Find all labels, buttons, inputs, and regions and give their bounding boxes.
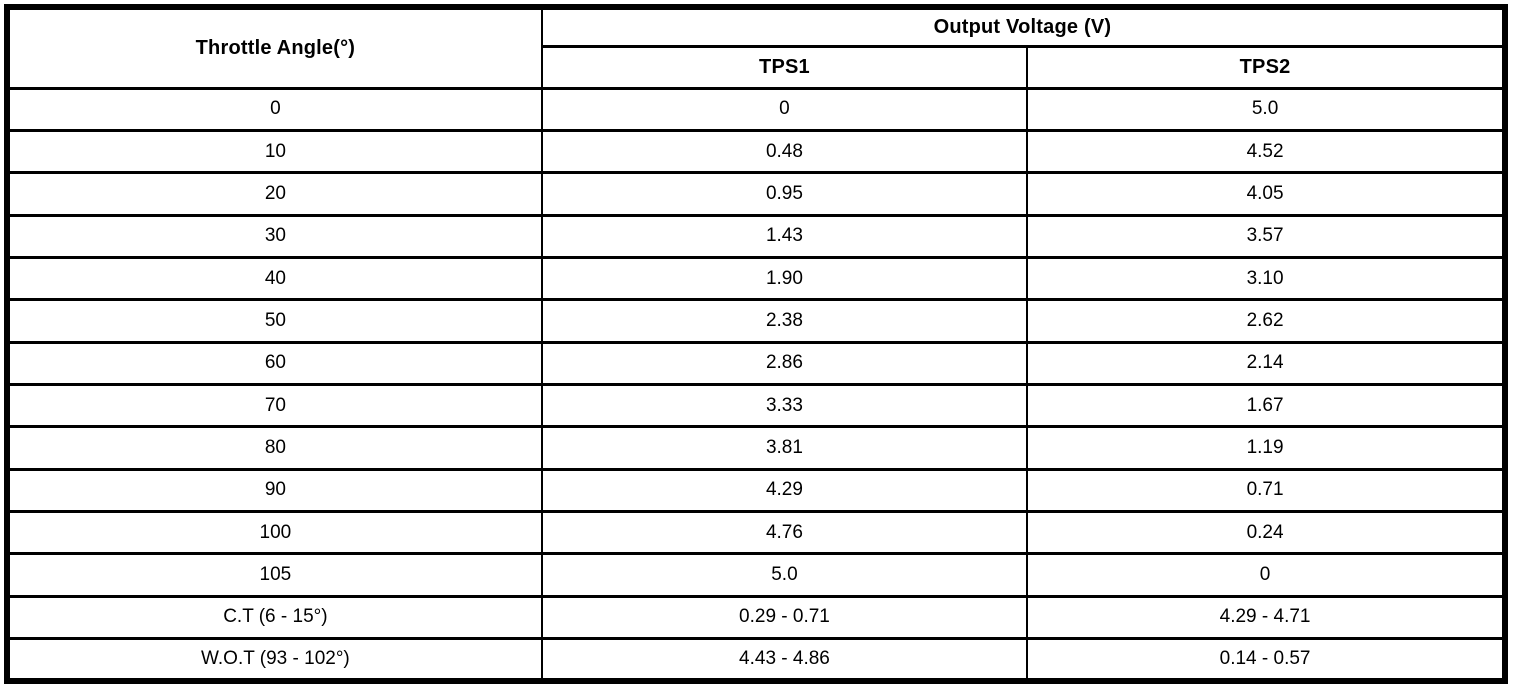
throttle-angle-cell: 100 [6,509,543,556]
tps2-cell: 3.10 [1026,255,1506,302]
tps2-cell: 4.05 [1026,171,1506,217]
tps2-cell: 0.24 [1026,509,1506,556]
tps1-cell: 0.48 [540,128,1029,175]
tps2-cell: 0.71 [1026,467,1506,513]
table-row: 30 1.43 3.57 [6,213,1506,259]
table-row: 10 0.48 4.52 [6,128,1506,175]
tps2-cell: 0 [1026,552,1506,598]
tps1-cell: 1.43 [540,213,1029,259]
table-body: 0 0 5.0 10 0.48 4.52 20 0.95 4.05 30 1.4… [6,86,1506,683]
table-row: 20 0.95 4.05 [6,171,1506,217]
throttle-angle-cell: W.O.T (93 - 102°) [6,636,543,683]
header-row-subcolumns: TPS1 TPS2 [7,44,1506,90]
table-row: 0 0 5.0 [6,86,1506,132]
tps1-cell: 2.38 [540,298,1029,344]
tps2-cell: 4.29 - 4.71 [1026,594,1506,640]
throttle-angle-cell: 105 [6,552,543,598]
throttle-angle-cell: 70 [6,382,543,429]
tps1-cell: 0 [540,86,1029,132]
table-row: C.T (6 - 15°) 0.29 - 0.71 4.29 - 4.71 [6,594,1506,640]
tps2-cell: 2.14 [1026,340,1506,386]
table-row: 70 3.33 1.67 [6,382,1506,429]
column-header-tps1: TPS1 [540,44,1029,90]
header-row-group: Throttle Angle(°) Output Voltage (V) [6,5,1507,90]
tps1-cell: 5.0 [540,552,1029,598]
table-row: W.O.T (93 - 102°) 4.43 - 4.86 0.14 - 0.5… [6,636,1506,683]
table-row: 105 5.0 0 [6,552,1506,598]
table-row: 80 3.81 1.19 [6,425,1506,471]
tps1-cell: 4.43 - 4.86 [540,636,1029,683]
tps1-cell: 0.29 - 0.71 [540,594,1029,640]
table-row: 90 4.29 0.71 [6,467,1506,513]
column-group-header-output-voltage: Output Voltage (V) [540,5,1507,48]
tps2-cell: 0.14 - 0.57 [1026,636,1506,683]
table-row: 100 4.76 0.24 [6,509,1506,556]
table-row: 60 2.86 2.14 [6,340,1506,386]
tps1-cell: 4.76 [540,509,1029,556]
throttle-angle-cell: 80 [6,425,543,471]
throttle-angle-cell: 10 [6,128,543,175]
table-header: Throttle Angle(°) Output Voltage (V) TPS… [6,5,1507,90]
tps2-cell: 1.19 [1026,425,1506,471]
tps2-cell: 3.57 [1026,213,1506,259]
column-header-tps2: TPS2 [1026,44,1506,90]
table-row: 50 2.38 2.62 [6,298,1506,344]
tps1-cell: 2.86 [540,340,1029,386]
throttle-angle-cell: 30 [6,213,543,259]
page: { "colors": { "border": "#000000", "back… [0,4,1520,694]
throttle-angle-cell: 20 [6,171,543,217]
tps1-cell: 4.29 [540,467,1029,513]
throttle-angle-cell: 60 [6,340,543,386]
throttle-angle-cell: 90 [6,467,543,513]
table-row: 40 1.90 3.10 [6,255,1506,302]
tps1-cell: 3.81 [540,425,1029,471]
throttle-angle-cell: 50 [6,298,543,344]
tps1-cell: 1.90 [540,255,1029,302]
tps2-cell: 4.52 [1026,128,1506,175]
tps2-cell: 1.67 [1026,382,1506,429]
tps2-cell: 2.62 [1026,298,1506,344]
tps2-cell: 5.0 [1026,86,1506,132]
throttle-angle-cell: 0 [6,86,543,132]
throttle-angle-cell: C.T (6 - 15°) [6,594,543,640]
throttle-angle-cell: 40 [6,255,543,302]
tps1-cell: 0.95 [540,171,1029,217]
tps1-cell: 3.33 [540,382,1029,429]
column-header-throttle-angle: Throttle Angle(°) [6,5,543,90]
tps-output-voltage-table: Throttle Angle(°) Output Voltage (V) TPS… [4,4,1508,684]
